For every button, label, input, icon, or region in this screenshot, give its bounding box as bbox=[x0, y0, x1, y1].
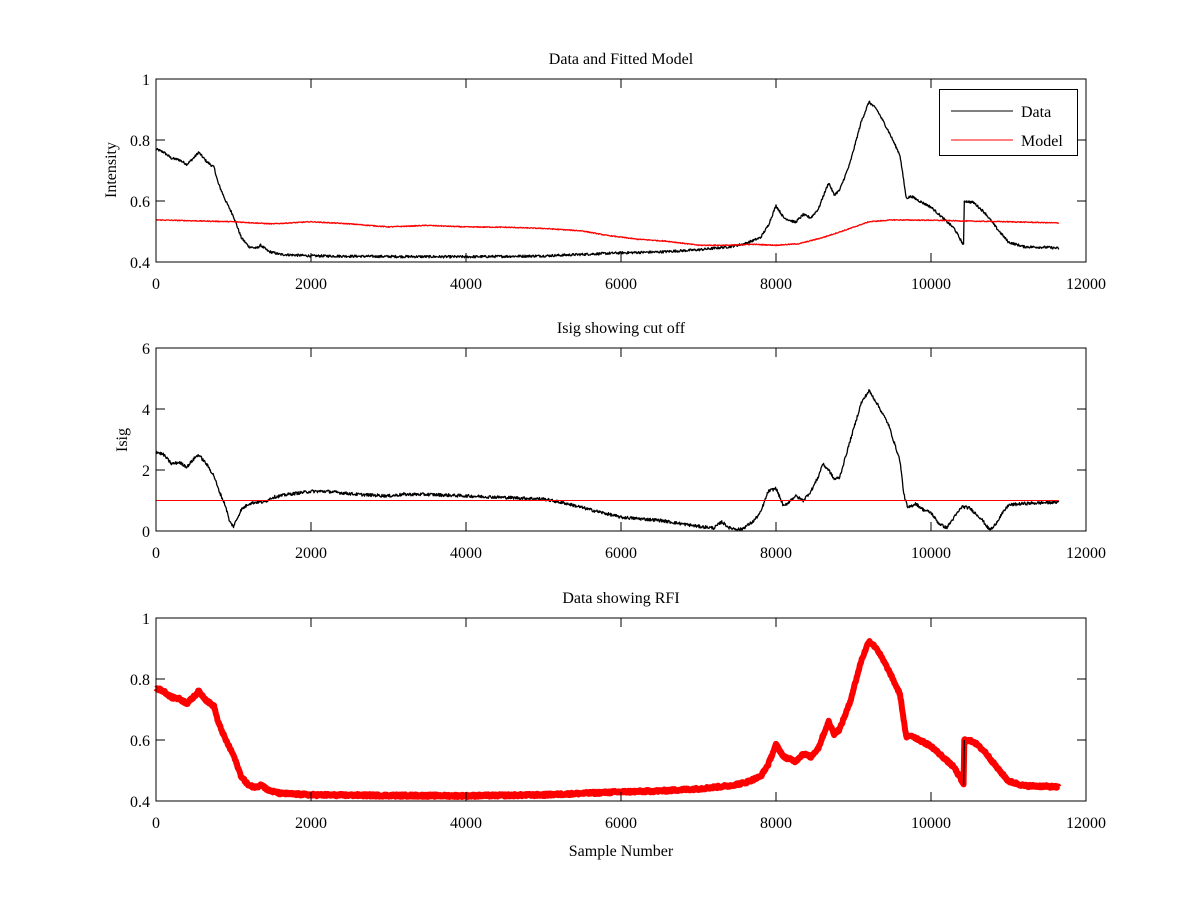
x-tick-label: 12000 bbox=[1066, 815, 1106, 832]
axes-frame bbox=[155, 347, 1087, 532]
x-tick-label: 2000 bbox=[295, 276, 327, 293]
y-tick-label: 0 bbox=[142, 524, 150, 541]
legend-label-model: Model bbox=[1021, 133, 1063, 150]
y-tick-label: 0.8 bbox=[130, 133, 150, 150]
x-tick-label: 4000 bbox=[450, 815, 482, 832]
y-tick-label: 0.4 bbox=[130, 255, 150, 272]
x-tick-label: 6000 bbox=[605, 276, 637, 293]
y-tick-label: 0.4 bbox=[130, 794, 150, 811]
plot-area bbox=[155, 388, 1060, 532]
x-tick-label: 4000 bbox=[450, 545, 482, 562]
ticks: 0 2000 4000 6000 8000 10000 12000 0 2 4 6 bbox=[142, 341, 1106, 562]
x-tick-label: 12000 bbox=[1066, 276, 1106, 293]
x-tick-label: 0 bbox=[152, 815, 160, 832]
x-tick-label: 8000 bbox=[760, 545, 792, 562]
legend: Data Model bbox=[939, 89, 1078, 156]
subplot-isig-showing-cut-off: Isig showing cut off Isig 0 2000 4000 6000 8… bbox=[114, 320, 1106, 562]
x-axis-label: Sample Number bbox=[569, 843, 674, 860]
y-tick-label: 6 bbox=[142, 341, 150, 358]
series-line-isig bbox=[155, 388, 1060, 532]
chart-title: Isig showing cut off bbox=[557, 320, 686, 337]
series-line-rfi bbox=[153, 638, 1062, 800]
series-line-data bbox=[155, 100, 1060, 259]
subplot-data-and-fitted-model: Data and Fitted Model Intensity 0 2000 400… bbox=[103, 51, 1106, 293]
x-tick-label: 2000 bbox=[295, 815, 327, 832]
x-tick-label: 0 bbox=[152, 545, 160, 562]
x-tick-label: 0 bbox=[152, 276, 160, 293]
y-tick-label: 0.8 bbox=[130, 672, 150, 689]
y-axis-label: Intensity bbox=[103, 142, 120, 198]
chart-title: Data and Fitted Model bbox=[549, 51, 694, 68]
y-tick-label: 0.6 bbox=[130, 733, 150, 750]
ticks: 0 2000 4000 6000 8000 10000 12000 0.4 0.6 0.8 1 bbox=[130, 72, 1106, 293]
plot-area bbox=[153, 638, 1062, 800]
series-line-data bbox=[962, 739, 965, 786]
x-tick-label: 6000 bbox=[605, 545, 637, 562]
series-line-model bbox=[155, 218, 1060, 247]
axes-frame bbox=[155, 617, 1087, 802]
y-tick-label: 0.6 bbox=[130, 194, 150, 211]
x-tick-label: 10000 bbox=[911, 276, 951, 293]
x-tick-label: 10000 bbox=[911, 815, 951, 832]
x-tick-label: 6000 bbox=[605, 815, 637, 832]
subplot-data-showing-rfi: Data showing RFI 0 2000 4000 6000 8000 10000 1… bbox=[130, 590, 1106, 860]
chart-title: Data showing RFI bbox=[562, 590, 679, 607]
x-tick-label: 12000 bbox=[1066, 545, 1106, 562]
legend-box bbox=[939, 89, 1078, 156]
ticks: 0 2000 4000 6000 8000 10000 12000 0.4 0.6 0.8 1 bbox=[130, 611, 1106, 832]
x-tick-label: 2000 bbox=[295, 545, 327, 562]
x-tick-label: 8000 bbox=[760, 815, 792, 832]
plot-area bbox=[155, 100, 1060, 259]
x-tick-label: 4000 bbox=[450, 276, 482, 293]
y-tick-label: 4 bbox=[142, 402, 150, 419]
y-tick-label: 1 bbox=[142, 611, 150, 628]
x-tick-label: 8000 bbox=[760, 276, 792, 293]
y-axis-label: Isig bbox=[114, 428, 131, 452]
x-tick-label: 10000 bbox=[911, 545, 951, 562]
y-tick-label: 2 bbox=[142, 463, 150, 480]
y-tick-label: 1 bbox=[142, 72, 150, 89]
legend-label-data: Data bbox=[1021, 104, 1051, 121]
